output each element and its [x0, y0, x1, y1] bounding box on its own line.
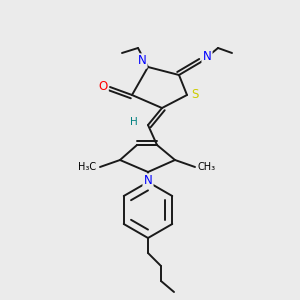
Text: S: S [191, 88, 199, 100]
Text: N: N [202, 50, 211, 64]
Text: H: H [130, 117, 138, 127]
Text: O: O [98, 80, 108, 92]
Text: N: N [144, 175, 152, 188]
Text: N: N [138, 55, 146, 68]
Text: CH₃: CH₃ [198, 162, 216, 172]
Text: H₃C: H₃C [78, 162, 96, 172]
